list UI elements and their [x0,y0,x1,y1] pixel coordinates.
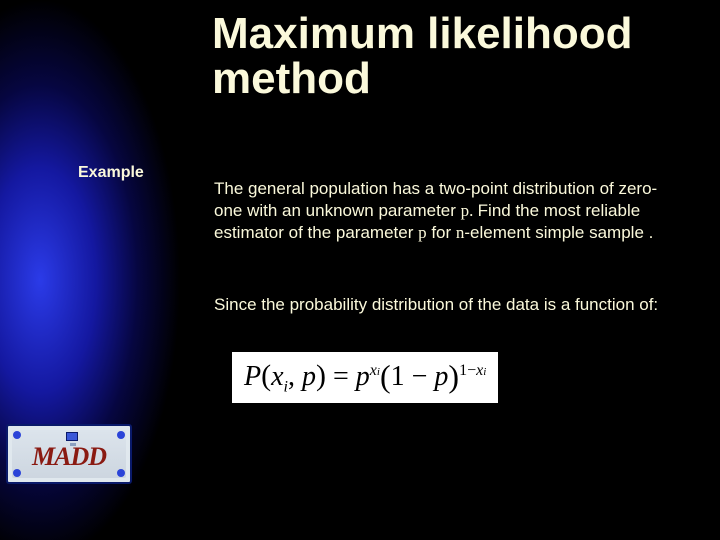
formula: P(xi, p) = pxi(1 − p)1−xi [232,352,498,403]
para1-p2: p [418,223,427,242]
formula-exp2: 1−xi [459,362,486,379]
example-label: Example [78,164,144,182]
madd-logo: MADD [6,424,132,484]
body-paragraph-1: The general population has a two-point d… [214,178,674,244]
logo-monitor-icon [66,432,78,441]
formula-p: p [302,361,316,392]
logo-dot-icon [117,431,125,439]
para1-p1: p. [461,201,478,220]
body-paragraph-2: Since the probability distribution of th… [214,294,674,316]
para1-part4: -element simple sample . [464,223,653,242]
slide-title: Maximum likelihood method [212,12,702,102]
formula-p2: p [356,361,370,392]
formula-close1: ) [316,359,326,392]
para1-part3: for [427,223,456,242]
formula-one: 1 [391,361,405,392]
formula-minus: − [405,361,435,392]
logo-text: MADD [8,442,130,472]
formula-open1: ( [261,359,271,392]
formula-close2: ) [448,358,459,394]
formula-p3: p [434,361,448,392]
formula-eq: = [326,361,356,392]
formula-open2: ( [380,358,391,394]
formula-x: x [271,361,283,392]
formula-P: P [244,361,261,392]
logo-dot-icon [13,431,21,439]
formula-comma: , [288,361,302,392]
formula-exp1: xi [370,362,380,379]
